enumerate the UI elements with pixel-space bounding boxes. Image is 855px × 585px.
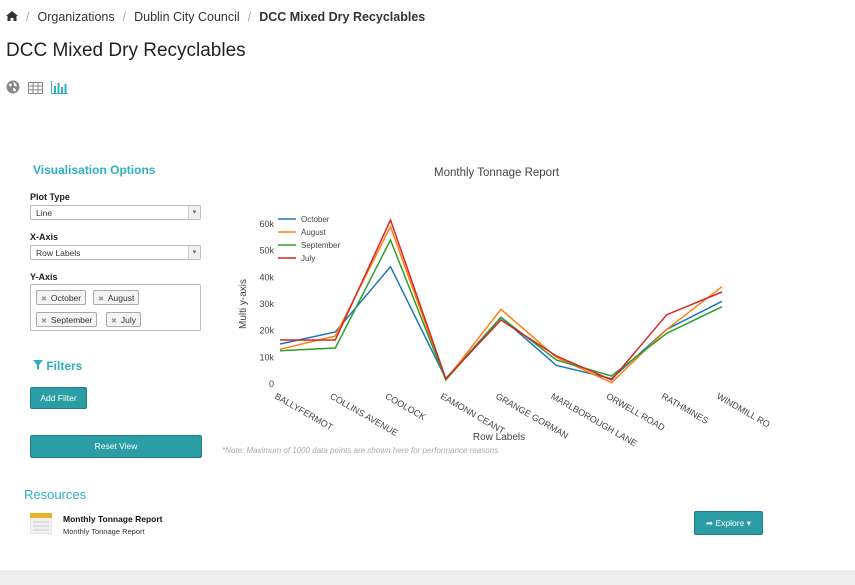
y-axis-tag[interactable]: ✖ September bbox=[36, 312, 98, 327]
x-axis-label: X-Axis bbox=[30, 232, 59, 242]
remove-icon[interactable]: ✖ bbox=[41, 318, 47, 325]
reset-view-button[interactable]: Reset View bbox=[30, 435, 202, 458]
remove-icon[interactable]: ✖ bbox=[98, 296, 104, 303]
explore-button[interactable]: ➦ Explore ▾ bbox=[694, 511, 763, 535]
x-axis-value: Row Labels bbox=[36, 248, 81, 258]
x-axis-label: Row Labels bbox=[473, 432, 525, 443]
x-tick-label: MARLBOROUGH LANE bbox=[549, 391, 638, 448]
y-axis-label: Y-Axis bbox=[30, 272, 58, 282]
x-tick-label: WINDMILL RO bbox=[715, 391, 772, 429]
x-tick-label: EAMONN CEANT bbox=[439, 391, 507, 436]
breadcrumb: / Organizations / Dublin City Council / … bbox=[6, 10, 425, 24]
series-line-august bbox=[279, 224, 723, 384]
x-axis-select[interactable]: Row Labels ▾ bbox=[30, 245, 201, 260]
y-tick-label: 40k bbox=[259, 272, 274, 282]
x-tick-label: ORWELL ROAD bbox=[605, 391, 668, 433]
y-tick-label: 60k bbox=[259, 219, 274, 229]
legend-entry: August bbox=[301, 228, 327, 237]
footer bbox=[0, 570, 855, 585]
chart-title: Monthly Tonnage Report bbox=[434, 167, 560, 179]
view-switcher bbox=[6, 80, 68, 99]
home-icon[interactable] bbox=[6, 10, 18, 24]
chart-icon[interactable] bbox=[51, 80, 68, 99]
y-tick-label: 0 bbox=[269, 379, 274, 389]
page-title: DCC Mixed Dry Recyclables bbox=[6, 40, 246, 61]
y-tick-label: 20k bbox=[259, 326, 274, 336]
x-tick-label: COOLOCK bbox=[384, 391, 428, 422]
chart-note: *Note: Maximum of 1000 data points are s… bbox=[222, 446, 501, 455]
remove-icon[interactable]: ✖ bbox=[41, 296, 47, 303]
breadcrumb-current: DCC Mixed Dry Recyclables bbox=[259, 10, 426, 24]
resources-heading: Resources bbox=[24, 487, 87, 502]
resource-subtitle: Monthly Tonnage Report bbox=[63, 527, 145, 536]
y-tick-label: 10k bbox=[259, 352, 274, 362]
x-tick-label: RATHMINES bbox=[660, 391, 710, 426]
y-axis-tag[interactable]: ✖ July bbox=[106, 312, 141, 327]
plot-type-select[interactable]: Line ▾ bbox=[30, 205, 201, 220]
remove-icon[interactable]: ✖ bbox=[111, 318, 117, 325]
caret-down-icon: ▾ bbox=[746, 518, 751, 528]
series-line-october bbox=[279, 265, 723, 381]
share-icon: ➦ bbox=[706, 518, 714, 528]
series-line-july bbox=[280, 217, 723, 381]
y-axis-tag[interactable]: ✖ August bbox=[93, 290, 140, 305]
plot-type-value: Line bbox=[36, 208, 53, 218]
y-tick-label: 30k bbox=[259, 299, 274, 309]
y-axis-multiselect[interactable]: ✖ October ✖ August ✖ September ✖ July bbox=[30, 284, 201, 331]
visualisation-options-heading: Visualisation Options bbox=[33, 163, 156, 177]
x-tick-label: COLLINS AVENUE bbox=[328, 391, 400, 438]
table-icon[interactable] bbox=[28, 81, 43, 99]
legend-entry: July bbox=[301, 254, 315, 263]
chevron-down-icon: ▾ bbox=[188, 206, 200, 219]
breadcrumb-dublin-city-council[interactable]: Dublin City Council bbox=[134, 10, 240, 24]
add-filter-button[interactable]: Add Filter bbox=[30, 387, 87, 409]
chevron-down-icon: ▾ bbox=[188, 246, 200, 259]
legend-entry: October bbox=[301, 215, 330, 224]
breadcrumb-organizations[interactable]: Organizations bbox=[37, 10, 115, 24]
y-axis-label: Multi y-axis bbox=[238, 279, 249, 329]
filter-icon bbox=[33, 359, 46, 373]
x-tick-label: BALLYFERMOT bbox=[273, 391, 335, 433]
y-axis-tag[interactable]: ✖ October bbox=[36, 290, 87, 305]
filters-heading: Filters bbox=[33, 359, 82, 373]
series-line-september bbox=[279, 238, 723, 382]
legend-entry: September bbox=[301, 241, 340, 250]
globe-icon[interactable] bbox=[6, 80, 20, 99]
plot-type-label: Plot Type bbox=[30, 192, 70, 202]
x-tick-label: GRANGE GORMAN bbox=[494, 391, 570, 441]
resource-title[interactable]: Monthly Tonnage Report bbox=[63, 514, 163, 524]
file-icon bbox=[29, 512, 53, 539]
y-tick-label: 50k bbox=[259, 246, 274, 256]
